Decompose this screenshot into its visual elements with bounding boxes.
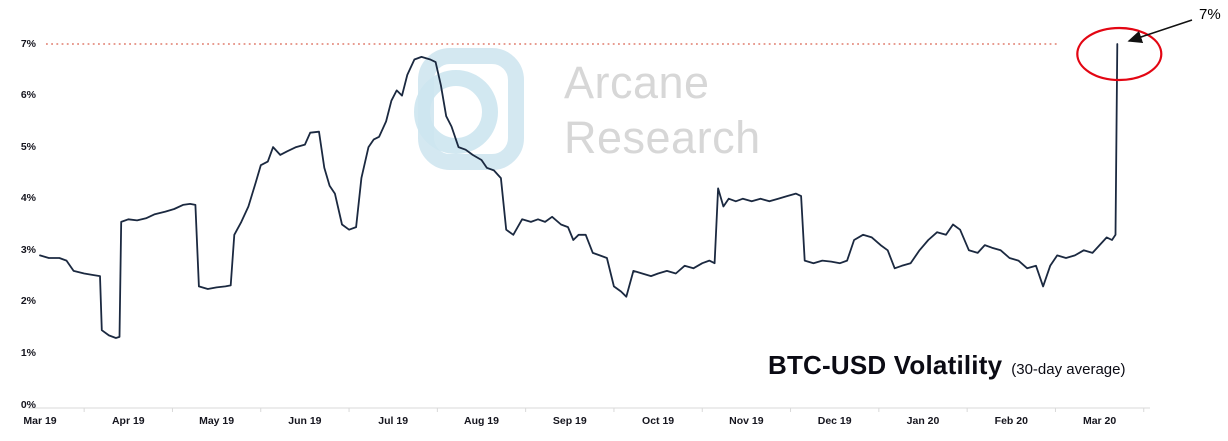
x-axis-ticks — [83, 408, 1145, 412]
spike-annotation-label: 7% — [1199, 6, 1221, 23]
chart-title-block: BTC-USD Volatility (30-day average) — [768, 350, 1125, 381]
arcane-research-watermark: Arcane Research — [410, 46, 761, 171]
watermark-text: Arcane Research — [564, 56, 761, 166]
watermark-line-2: Research — [564, 111, 761, 163]
chart-title: BTC-USD Volatility — [768, 350, 1003, 380]
arcane-logo-icon — [414, 48, 524, 170]
spike-highlight-ellipse — [1076, 26, 1163, 82]
chart-subtitle: (30-day average) — [1011, 361, 1126, 378]
watermark-line-1: Arcane — [564, 57, 710, 108]
annotation-arrow — [1127, 19, 1193, 44]
volatility-line — [39, 43, 1119, 339]
